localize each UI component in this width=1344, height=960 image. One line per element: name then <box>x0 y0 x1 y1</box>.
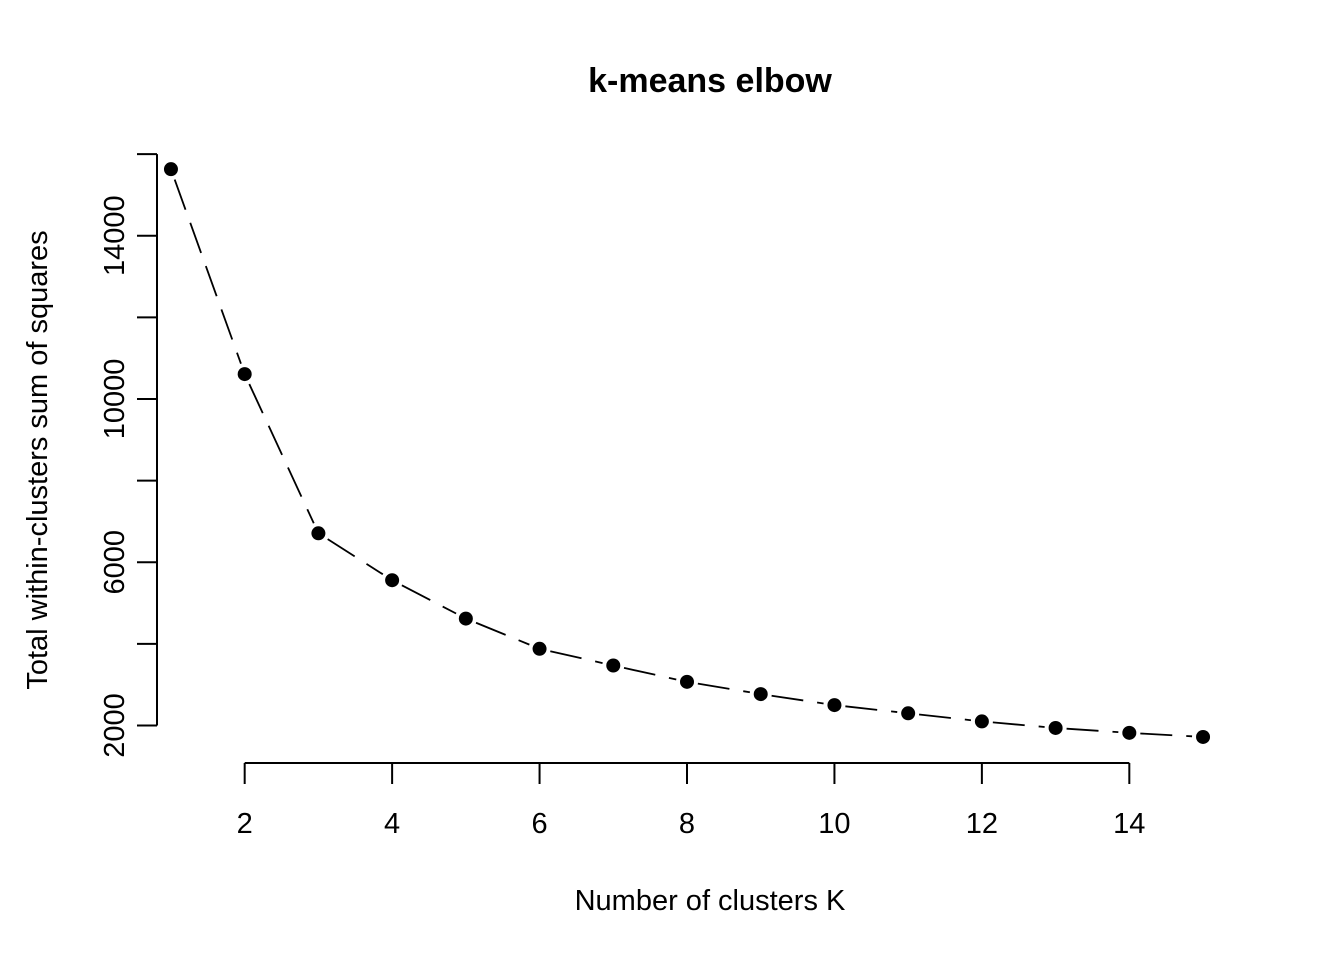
series-line-segment <box>401 584 457 615</box>
x-axis: 2 4 6 8 10 12 14 <box>237 762 1145 840</box>
x-tick-label: 2 <box>237 808 253 840</box>
series-line-segment <box>771 694 824 705</box>
data-point-k9 <box>753 687 768 702</box>
data-point-k5 <box>458 611 473 626</box>
y-tick-label: 14000 <box>99 195 131 276</box>
series-line-segment <box>697 682 751 694</box>
series-line-segment <box>1066 727 1119 734</box>
data-point-k12 <box>974 714 989 729</box>
series-line-segment <box>1140 732 1193 738</box>
data-point-k15 <box>1196 729 1211 744</box>
y-tick-label: 2000 <box>99 693 131 758</box>
data-point-k14 <box>1122 725 1137 740</box>
series-line-segment <box>248 383 315 524</box>
y-axis-label: Total within-clusters sum of squares <box>22 230 54 689</box>
y-tick-label: 10000 <box>99 359 131 440</box>
x-axis-label: Number of clusters K <box>575 885 846 917</box>
chart-title: k-means elbow <box>588 62 832 100</box>
series-layer <box>163 162 1211 744</box>
y-tick-label: 6000 <box>99 530 131 595</box>
x-tick-label: 6 <box>531 808 547 840</box>
x-tick-label: 10 <box>818 808 850 840</box>
series-line-segment <box>550 650 603 664</box>
data-point-k4 <box>385 573 400 588</box>
data-point-k6 <box>532 641 547 656</box>
data-point-k8 <box>680 674 694 689</box>
data-point-k3 <box>311 526 326 541</box>
data-point-k13 <box>1048 720 1063 735</box>
data-point-k2 <box>237 367 252 382</box>
series-line-segment <box>845 705 898 713</box>
y-axis: 2000 6000 10000 14000 <box>99 153 158 758</box>
series-line-segment <box>173 179 242 365</box>
x-tick-label: 4 <box>384 808 400 840</box>
x-tick-label: 14 <box>1113 808 1145 840</box>
series-line-segment <box>992 721 1045 728</box>
data-point-k10 <box>827 698 842 713</box>
data-point-k11 <box>901 706 916 721</box>
series-line-segment <box>623 667 677 681</box>
x-tick-label: 8 <box>679 808 695 840</box>
series-line-segment <box>475 621 530 646</box>
data-point-k1 <box>163 162 178 177</box>
series-line-segment <box>918 713 972 722</box>
data-point-k7 <box>606 658 621 673</box>
x-tick-label: 12 <box>966 808 998 840</box>
series-line-segment <box>327 538 384 576</box>
